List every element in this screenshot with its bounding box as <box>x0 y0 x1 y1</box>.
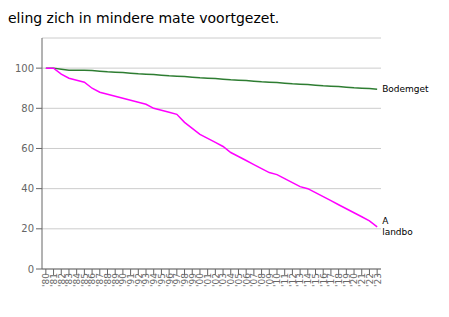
svg-text:'03: '03 <box>218 273 229 287</box>
svg-text:'07: '07 <box>249 273 260 287</box>
svg-text:Bodemget: Bodemget <box>382 84 429 94</box>
svg-text:'05: '05 <box>233 273 244 287</box>
svg-text:'84: '84 <box>72 273 83 287</box>
svg-text:'06: '06 <box>241 273 252 287</box>
svg-text:'12: '12 <box>287 273 298 287</box>
svg-text:0: 0 <box>28 264 34 275</box>
svg-text:'97: '97 <box>172 273 183 287</box>
svg-text:20: 20 <box>21 223 34 234</box>
svg-text:40: 40 <box>21 183 34 194</box>
svg-text:'21: '21 <box>357 273 368 287</box>
svg-text:80: 80 <box>21 103 34 114</box>
svg-text:'16: '16 <box>318 273 329 287</box>
svg-text:60: 60 <box>21 143 34 154</box>
svg-text:Alandbo: Alandbo <box>382 216 413 237</box>
svg-text:'23: '23 <box>373 273 383 287</box>
svg-text:'18: '18 <box>334 273 344 287</box>
svg-text:'94: '94 <box>149 273 160 287</box>
svg-text:'11: '11 <box>280 273 291 287</box>
svg-text:100: 100 <box>15 63 34 74</box>
svg-text:'19: '19 <box>341 273 352 287</box>
svg-text:'92: '92 <box>133 273 144 287</box>
html-text:eling zich in mindere mate voo: eling zich in mindere mate voortgezet. <box>8 10 280 26</box>
svg-text:'95: '95 <box>156 273 167 287</box>
svg-text:'85: '85 <box>79 273 90 287</box>
svg-text:'88: '88 <box>102 273 113 287</box>
svg-text:'17: '17 <box>326 273 337 287</box>
svg-text:'15: '15 <box>310 273 321 287</box>
svg-text:'99: '99 <box>187 273 198 287</box>
svg-text:'09: '09 <box>264 273 275 287</box>
svg-text:'83: '83 <box>64 273 75 287</box>
svg-text:'82: '82 <box>56 273 67 287</box>
svg-text:'10: '10 <box>272 273 283 287</box>
svg-text:'13: '13 <box>295 273 306 287</box>
svg-text:'01: '01 <box>203 273 213 287</box>
svg-text:'04: '04 <box>226 273 237 287</box>
svg-text:'87: '87 <box>95 273 106 287</box>
svg-text:'89: '89 <box>110 273 121 287</box>
svg-text:'96: '96 <box>164 273 175 287</box>
svg-text:'93: '93 <box>141 273 152 287</box>
svg-text:'14: '14 <box>303 273 314 287</box>
svg-text:'80: '80 <box>41 273 52 287</box>
svg-text:'02: '02 <box>210 273 221 287</box>
svg-text:'20: '20 <box>349 273 360 287</box>
svg-text:'81: '81 <box>48 273 59 287</box>
svg-text:'91: '91 <box>126 273 136 287</box>
svg-text:'90: '90 <box>118 273 129 287</box>
svg-text:'22: '22 <box>364 273 375 287</box>
svg-text:'98: '98 <box>179 273 190 287</box>
svg-text:'86: '86 <box>87 273 98 287</box>
svg-text:'08: '08 <box>257 273 267 287</box>
svg-text:'00: '00 <box>195 273 206 287</box>
